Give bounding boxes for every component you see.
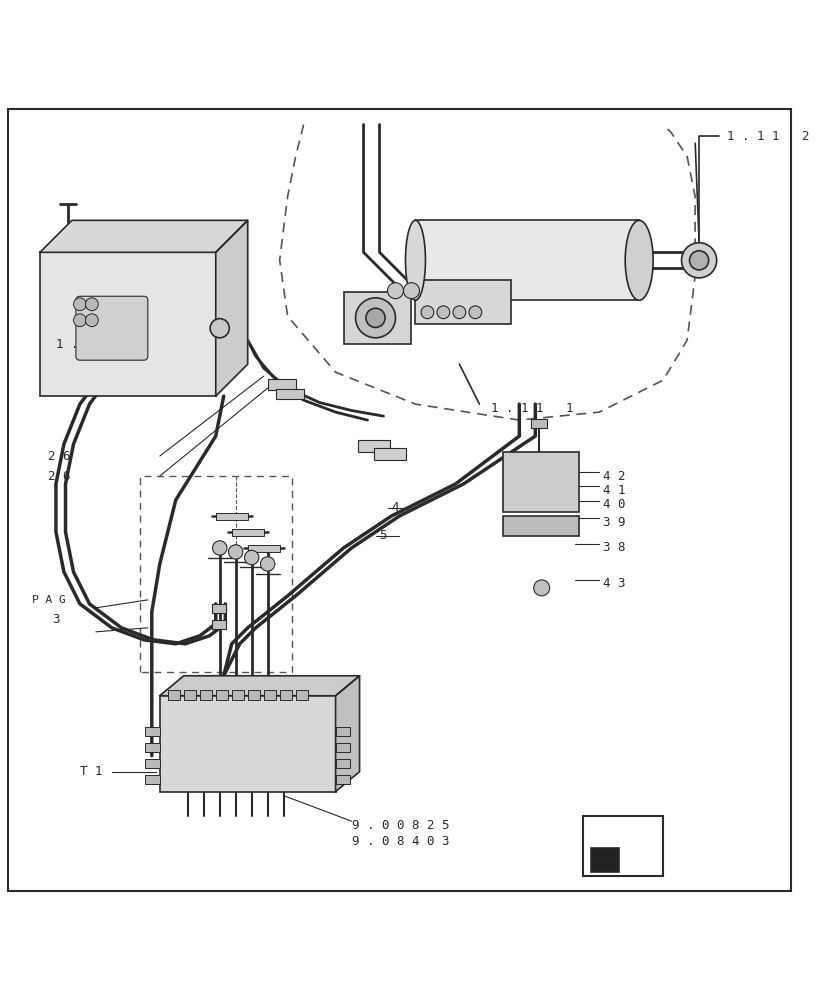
Text: T 1: T 1 (80, 765, 102, 778)
Bar (296, 690, 307, 700)
Circle shape (213, 541, 227, 555)
Circle shape (73, 314, 87, 327)
Text: 4: 4 (391, 501, 399, 514)
Text: P A G: P A G (32, 595, 66, 605)
Bar (248, 690, 260, 700)
Circle shape (437, 306, 450, 319)
Polygon shape (335, 676, 359, 792)
Circle shape (73, 298, 87, 311)
Bar (279, 690, 292, 700)
Circle shape (245, 550, 259, 565)
Text: 2 6: 2 6 (48, 470, 70, 483)
Bar (216, 690, 227, 700)
Bar (503, 452, 579, 512)
FancyBboxPatch shape (40, 252, 216, 396)
Bar (212, 620, 226, 629)
Circle shape (366, 308, 385, 327)
Circle shape (260, 557, 275, 571)
Bar (232, 529, 264, 536)
Circle shape (210, 319, 229, 338)
Text: 3: 3 (52, 613, 59, 626)
Text: 4 0: 4 0 (603, 498, 625, 511)
Bar (374, 448, 406, 460)
Circle shape (690, 251, 709, 270)
Bar (415, 280, 512, 324)
FancyBboxPatch shape (160, 696, 335, 792)
Bar (199, 690, 212, 700)
Circle shape (453, 306, 466, 319)
Bar (583, 816, 663, 876)
Text: 4 1: 4 1 (603, 484, 625, 497)
Ellipse shape (625, 220, 653, 300)
Bar (168, 690, 180, 700)
Circle shape (469, 306, 482, 319)
Circle shape (228, 545, 243, 559)
Text: 4 3: 4 3 (603, 577, 625, 590)
Bar (145, 727, 160, 736)
Circle shape (421, 306, 434, 319)
Text: 5: 5 (380, 529, 387, 542)
Bar (268, 379, 296, 390)
Bar (531, 419, 547, 428)
Bar (184, 690, 196, 700)
Bar (264, 690, 276, 700)
Polygon shape (216, 220, 248, 396)
Bar (503, 516, 579, 536)
Text: 3 9: 3 9 (603, 516, 625, 529)
Bar (335, 727, 350, 736)
Bar (232, 690, 244, 700)
Circle shape (404, 283, 419, 299)
Circle shape (355, 298, 396, 338)
Bar (358, 440, 390, 452)
Text: 1 . 1 1 . 2: 1 . 1 1 . 2 (727, 130, 809, 143)
FancyBboxPatch shape (76, 296, 147, 360)
Text: 9 . 0 0 8 2 5: 9 . 0 0 8 2 5 (352, 819, 449, 832)
Bar (145, 759, 160, 768)
Bar (335, 759, 350, 768)
Bar (335, 743, 350, 752)
Polygon shape (40, 220, 248, 252)
Circle shape (534, 580, 550, 596)
Bar (145, 775, 160, 784)
Text: 9 . 0 8 4 0 3: 9 . 0 8 4 0 3 (352, 835, 449, 848)
Polygon shape (160, 676, 359, 696)
Text: 3 8: 3 8 (603, 541, 625, 554)
Text: 1 . 1 1   1: 1 . 1 1 1 (491, 402, 574, 415)
Bar (592, 848, 619, 872)
Bar (145, 743, 160, 752)
Bar (335, 775, 350, 784)
Bar (248, 545, 279, 552)
Bar (216, 513, 248, 520)
Bar (344, 292, 411, 344)
Bar (276, 389, 303, 399)
Circle shape (86, 314, 98, 327)
Text: 1 . 8 2: 1 . 8 2 (56, 338, 109, 351)
Circle shape (387, 283, 404, 299)
Text: 4 2: 4 2 (603, 470, 625, 483)
Bar (415, 220, 639, 300)
Circle shape (86, 298, 98, 311)
Circle shape (681, 243, 717, 278)
Ellipse shape (405, 220, 425, 300)
Text: 2 6: 2 6 (48, 450, 70, 463)
Bar (212, 604, 226, 613)
